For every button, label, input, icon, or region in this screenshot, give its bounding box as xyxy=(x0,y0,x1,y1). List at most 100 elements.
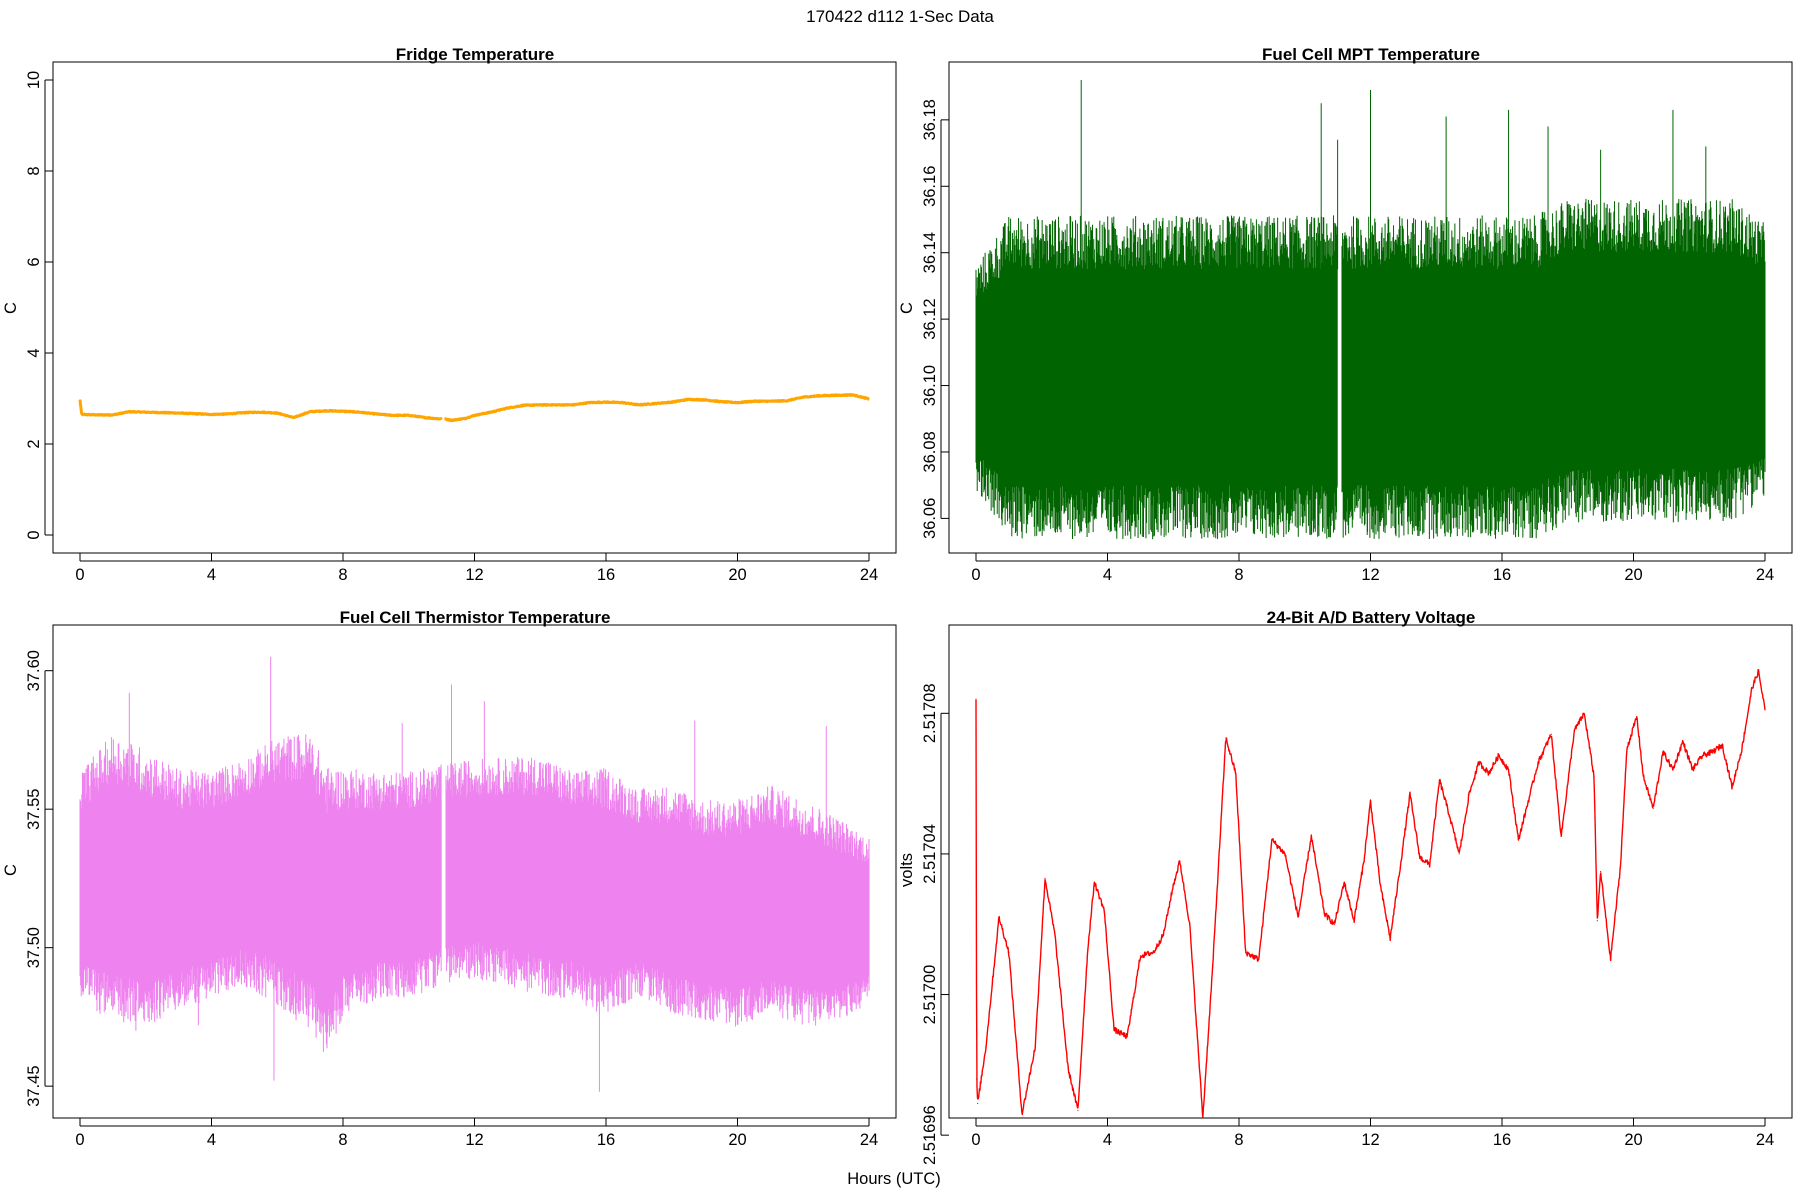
y-tick-label: 36.06 xyxy=(921,498,939,539)
y-tick-label: 6 xyxy=(25,257,43,266)
data-point xyxy=(1458,853,1460,855)
y-tick-label: 36.10 xyxy=(921,365,939,406)
data-point xyxy=(1189,923,1191,925)
data-point xyxy=(975,698,977,700)
data-point xyxy=(1550,733,1552,736)
data-point xyxy=(1721,744,1723,746)
y-tick-label: 36.08 xyxy=(921,431,939,472)
x-tick-label: 16 xyxy=(1493,1131,1511,1149)
data-point xyxy=(786,400,788,402)
data-point xyxy=(444,418,446,420)
data-point xyxy=(441,418,443,420)
data-point xyxy=(1593,775,1595,778)
data-point xyxy=(1448,814,1450,816)
data-point xyxy=(539,404,541,406)
data-point xyxy=(1323,913,1326,915)
panel-fuel-cell-thermistor-temperature: Fuel Cell Thermistor Temperature C 0 4 8 12… xyxy=(2,608,897,1149)
x-tick-label: 20 xyxy=(1624,566,1642,584)
y-tick-label: 37.50 xyxy=(25,927,43,968)
data-point xyxy=(210,413,213,416)
data-point xyxy=(1636,716,1638,718)
data-point xyxy=(1353,920,1355,922)
y-tick-label: 36.14 xyxy=(921,232,939,273)
x-tick-label: 8 xyxy=(1234,566,1243,584)
series-group xyxy=(975,668,1766,1118)
y-tick-label: 2.51708 xyxy=(921,683,939,743)
x-tick-label: 24 xyxy=(860,1131,878,1149)
data-point xyxy=(720,401,722,403)
x-tick-label: 4 xyxy=(207,566,216,584)
x-tick-label: 8 xyxy=(338,566,347,584)
data-point xyxy=(1711,751,1713,753)
data-point xyxy=(977,1102,979,1105)
data-point xyxy=(736,401,739,404)
data-point xyxy=(704,399,706,401)
series-band-body xyxy=(445,795,869,990)
y-tick-label: 36.16 xyxy=(921,166,939,207)
plot-frame xyxy=(948,624,1793,1119)
data-point xyxy=(1212,965,1214,968)
data-point xyxy=(1008,951,1010,953)
data-point xyxy=(523,404,525,406)
data-point xyxy=(654,402,656,405)
data-point xyxy=(128,411,130,413)
series-group xyxy=(78,393,871,423)
data-point xyxy=(1389,937,1391,939)
data-point xyxy=(1244,951,1247,953)
data-point xyxy=(1652,807,1654,809)
x-tick-label: 20 xyxy=(728,566,746,584)
x-tick-label: 12 xyxy=(1361,566,1379,584)
data-point xyxy=(1379,884,1381,887)
panel-title: Fuel Cell Thermistor Temperature xyxy=(340,608,611,627)
data-point xyxy=(1162,934,1164,936)
data-point xyxy=(260,411,262,413)
panel-fuel-cell-mpt-temperature: Fuel Cell MPT Temperature C 0 4 8 12 16 20 24 3… xyxy=(898,45,1793,584)
data-point xyxy=(1103,909,1105,911)
data-point xyxy=(1609,958,1612,960)
data-point xyxy=(1438,779,1441,781)
data-point xyxy=(1172,884,1174,887)
series-band-body xyxy=(976,269,1338,486)
data-point xyxy=(81,413,83,416)
data-point xyxy=(1583,712,1585,714)
data-point xyxy=(1498,754,1500,757)
data-point xyxy=(1343,881,1345,883)
data-point xyxy=(1757,670,1760,672)
data-point xyxy=(769,400,771,402)
x-tick-label: 20 xyxy=(1624,1131,1642,1149)
data-point xyxy=(1179,860,1181,862)
data-point xyxy=(1488,772,1490,774)
data-point xyxy=(79,399,81,401)
series-line xyxy=(975,668,1766,1118)
data-point xyxy=(1573,730,1575,732)
data-point xyxy=(1507,768,1510,771)
data-point xyxy=(1741,747,1743,750)
data-point xyxy=(605,401,607,403)
data-point xyxy=(1113,1029,1115,1031)
data-point xyxy=(1517,839,1520,841)
data-point xyxy=(588,401,591,404)
data-point xyxy=(1701,754,1704,757)
y-axis-label: C xyxy=(2,864,20,876)
panel-title: Fuel Cell MPT Temperature xyxy=(1262,45,1480,64)
data-point xyxy=(572,404,574,406)
x-tick-label: 24 xyxy=(860,566,878,584)
data-point xyxy=(1034,1046,1036,1048)
x-tick-label: 24 xyxy=(1756,1131,1774,1149)
data-point xyxy=(1054,934,1056,936)
data-point xyxy=(1429,863,1431,866)
y-tick-label: 10 xyxy=(25,71,43,89)
y-tick-label: 2.51696 xyxy=(921,1105,939,1165)
y-axis-label: volts xyxy=(898,853,916,887)
data-point xyxy=(1087,948,1089,950)
data-point xyxy=(1672,768,1674,771)
data-point xyxy=(358,411,361,413)
data-point xyxy=(1152,951,1155,953)
series-group xyxy=(79,656,870,1092)
data-point xyxy=(1044,877,1046,880)
data-point xyxy=(998,916,1000,918)
data-point xyxy=(1764,709,1766,711)
data-point xyxy=(1363,860,1365,862)
data-point xyxy=(1399,867,1401,869)
